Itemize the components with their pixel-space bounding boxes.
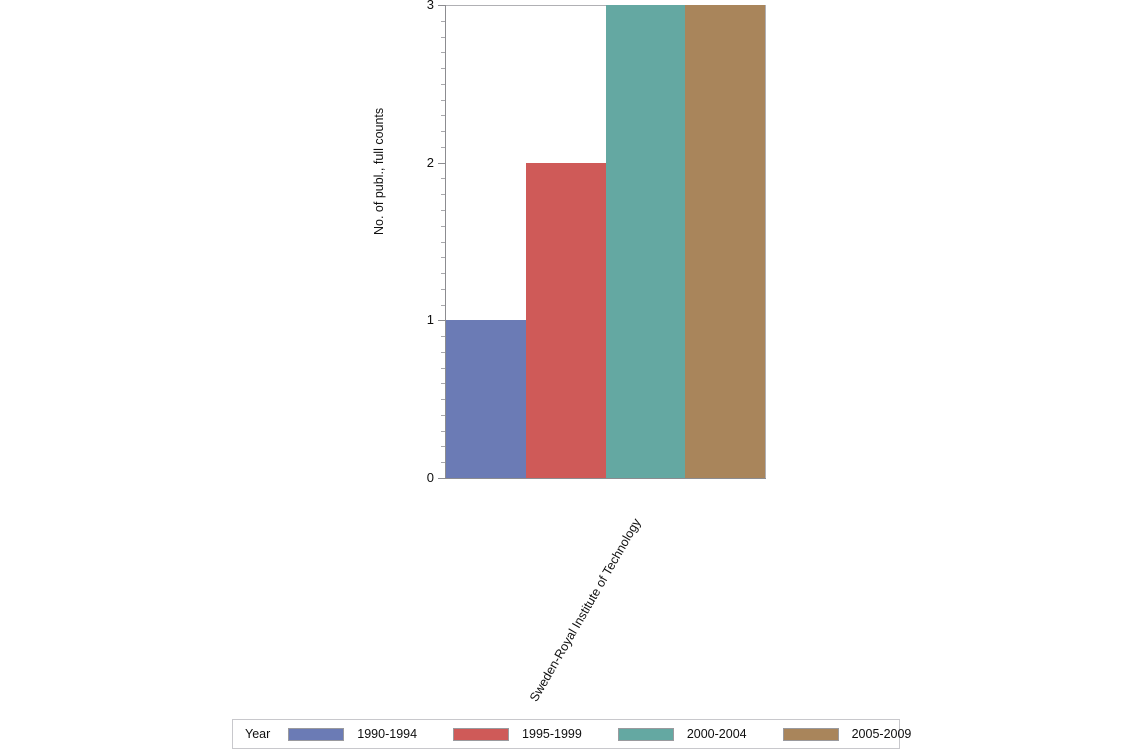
y-tick-major bbox=[438, 478, 445, 479]
legend-item-list: 1990-1994 1995-1999 2000-2004 2005-2009 bbox=[288, 727, 911, 741]
legend-item-label: 1995-1999 bbox=[522, 727, 582, 741]
legend-color-swatch bbox=[453, 727, 510, 741]
legend-item: 2005-2009 bbox=[782, 727, 912, 741]
y-tick-minor bbox=[441, 446, 445, 447]
y-tick-minor bbox=[441, 289, 445, 290]
y-tick-minor bbox=[441, 368, 445, 369]
y-tick-minor bbox=[441, 210, 445, 211]
y-tick-minor bbox=[441, 383, 445, 384]
y-tick-label: 3 bbox=[426, 0, 434, 12]
y-axis-title: No. of publ., full counts bbox=[372, 107, 386, 235]
y-axis-line bbox=[445, 5, 446, 479]
legend-item: 2000-2004 bbox=[617, 727, 747, 741]
y-tick-minor bbox=[441, 178, 445, 179]
y-tick-label: 2 bbox=[426, 154, 434, 170]
y-tick-minor bbox=[441, 226, 445, 227]
bar bbox=[525, 162, 606, 478]
legend-color-swatch bbox=[782, 727, 839, 741]
legend-item: 1990-1994 bbox=[288, 727, 417, 741]
bar bbox=[685, 5, 765, 478]
y-tick-major bbox=[438, 163, 445, 164]
y-tick-minor bbox=[441, 399, 445, 400]
y-tick-minor bbox=[441, 68, 445, 69]
y-tick-minor bbox=[441, 115, 445, 116]
y-tick-minor bbox=[441, 194, 445, 195]
y-tick-minor bbox=[441, 336, 445, 337]
y-tick-minor bbox=[441, 52, 445, 53]
y-tick-minor bbox=[441, 37, 445, 38]
y-tick-minor bbox=[441, 415, 445, 416]
legend-color-swatch bbox=[288, 727, 345, 741]
y-tick-minor bbox=[441, 100, 445, 101]
y-tick-minor bbox=[441, 21, 445, 22]
legend-title: Year bbox=[245, 727, 271, 741]
y-tick-minor bbox=[441, 84, 445, 85]
y-tick-minor bbox=[441, 352, 445, 353]
y-tick-label: 0 bbox=[426, 470, 434, 485]
y-tick-minor bbox=[441, 273, 445, 274]
x-axis-line bbox=[445, 478, 766, 479]
legend-color-swatch bbox=[617, 727, 674, 741]
y-tick-minor bbox=[441, 462, 445, 463]
legend-item-label: 1990-1994 bbox=[357, 727, 418, 741]
x-axis-category-label: Sweden-Royal Institute of Technology bbox=[527, 516, 644, 704]
legend-item-label: 2005-2009 bbox=[851, 727, 912, 741]
y-tick-minor bbox=[441, 242, 445, 243]
y-tick-major bbox=[438, 5, 445, 6]
legend-spacer bbox=[582, 734, 618, 735]
y-tick-minor bbox=[441, 431, 445, 432]
y-tick-minor bbox=[441, 147, 445, 148]
legend-item-label: 2000-2004 bbox=[686, 727, 747, 741]
y-tick-minor bbox=[441, 131, 445, 132]
legend: Year 1990-1994 1995-1999 2000-2004 2005-200… bbox=[232, 719, 911, 749]
bar bbox=[605, 5, 686, 478]
legend-spacer bbox=[417, 734, 453, 735]
legend-item: 1995-1999 bbox=[453, 727, 582, 741]
y-tick-major bbox=[438, 320, 445, 321]
y-tick-label: 1 bbox=[426, 312, 434, 328]
legend-spacer bbox=[747, 734, 783, 735]
y-tick-minor bbox=[441, 257, 445, 258]
bar bbox=[446, 320, 526, 478]
y-tick-minor bbox=[441, 305, 445, 306]
bar-group bbox=[446, 5, 765, 478]
